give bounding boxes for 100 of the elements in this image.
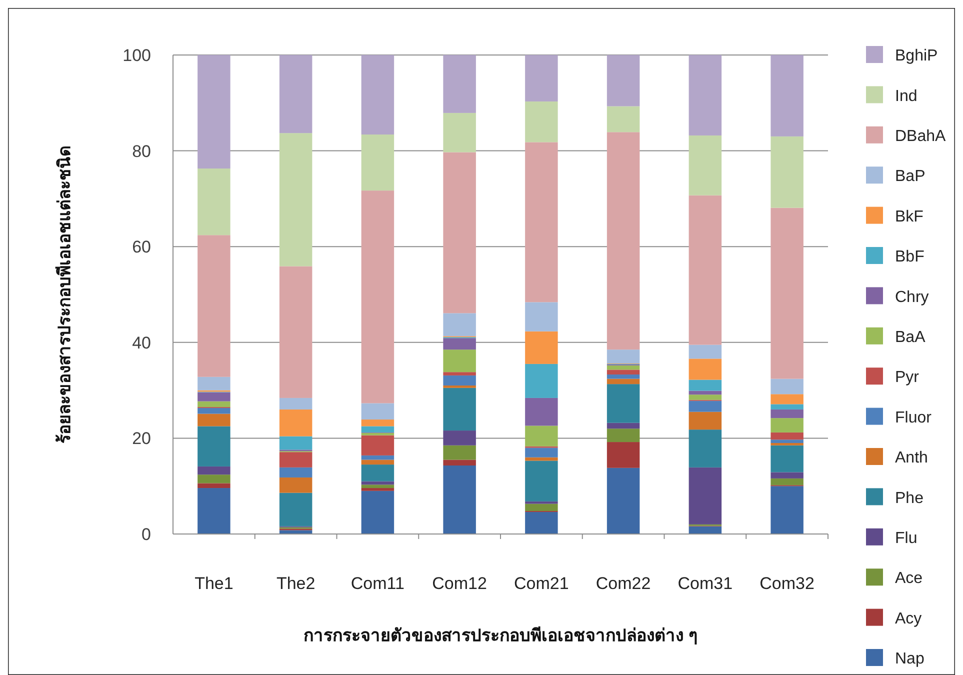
- bar: [361, 432, 394, 436]
- bar: [606, 468, 640, 534]
- bar: [198, 376, 230, 390]
- bar: [606, 106, 640, 132]
- x-axis-title: การกระจายตัวของสารประกอบพีเอเอชจากปล่องต่าง ๆ: [304, 625, 698, 645]
- legend-label: Ind: [895, 88, 918, 105]
- x-tick-label: Com31: [678, 574, 733, 593]
- bar: [688, 195, 722, 345]
- legend-label: Ace: [895, 570, 923, 588]
- y-tick-label: 40: [132, 333, 151, 352]
- bar: [606, 350, 640, 364]
- bar: [279, 398, 312, 410]
- bar: [688, 467, 722, 524]
- bar: [525, 426, 558, 446]
- bar: [361, 420, 394, 426]
- bar: [770, 394, 804, 404]
- bar: [279, 477, 312, 493]
- bar: [443, 372, 476, 376]
- bar: [525, 501, 558, 504]
- bar: [525, 460, 558, 502]
- legend-label: Flu: [895, 530, 918, 547]
- bar: [198, 408, 230, 414]
- bar: [606, 378, 640, 384]
- bar: [361, 55, 394, 135]
- x-tick-label: The1: [194, 574, 234, 593]
- bar: [361, 460, 394, 465]
- bar: [606, 365, 640, 370]
- legend-label: DBahA: [895, 128, 946, 145]
- legend-label: BaA: [895, 329, 926, 346]
- bar: [688, 380, 722, 391]
- bar: [361, 484, 394, 488]
- legend-label: Anth: [895, 450, 928, 467]
- bar: [279, 266, 312, 398]
- bar: [606, 428, 640, 442]
- bar: [770, 486, 804, 534]
- y-tick-label: 0: [142, 524, 151, 544]
- bar: [198, 55, 230, 169]
- bar: [279, 467, 312, 478]
- bar: [606, 374, 640, 379]
- bar: [606, 384, 640, 423]
- bar: [525, 457, 558, 461]
- x-tick-label: Com12: [432, 574, 487, 593]
- bar: [770, 136, 804, 208]
- bar: [279, 492, 312, 526]
- bar: [688, 412, 722, 430]
- x-tick-label: Com32: [760, 574, 814, 593]
- bar: [688, 390, 722, 395]
- legend-label: Chry: [895, 288, 929, 306]
- bar: [198, 426, 230, 466]
- bar: [443, 388, 476, 431]
- bar: [279, 452, 312, 468]
- legend-label: Phe: [895, 490, 924, 507]
- bar: [443, 152, 476, 314]
- bar: [361, 488, 394, 491]
- bar: [606, 422, 640, 429]
- bar: [443, 445, 476, 460]
- bar: [361, 464, 394, 482]
- bar: [443, 460, 476, 466]
- legend-label: BbF: [895, 248, 925, 266]
- bar: [279, 409, 312, 436]
- bar: [606, 55, 640, 106]
- legend-label: Fluor: [895, 409, 932, 426]
- bar: [361, 426, 394, 432]
- legend-label: BaP: [895, 168, 926, 186]
- x-tick-label: Com22: [596, 574, 651, 593]
- bar: [770, 440, 804, 443]
- bar: [525, 142, 558, 302]
- bar: [688, 55, 722, 136]
- bar: [443, 466, 476, 534]
- x-tick-label: Com11: [350, 574, 404, 593]
- bar: [688, 394, 722, 400]
- bar: [770, 208, 804, 379]
- bar: [770, 409, 804, 418]
- legend-label: Pyr: [895, 369, 920, 386]
- y-tick-label: 20: [132, 429, 151, 448]
- bar: [279, 55, 312, 134]
- bar: [688, 526, 722, 534]
- y-tick-label: 60: [132, 238, 151, 257]
- bar: [770, 55, 804, 136]
- bar: [198, 235, 230, 377]
- bar: [279, 436, 312, 450]
- y-tick-label: 80: [132, 142, 151, 161]
- legend-label: BkF: [895, 208, 924, 226]
- bar: [361, 190, 394, 404]
- bar: [688, 135, 722, 196]
- bar: [688, 430, 722, 468]
- bar: [688, 358, 722, 380]
- bar: [525, 448, 558, 458]
- bar: [525, 302, 558, 332]
- bar: [443, 55, 476, 113]
- bar: [525, 55, 558, 102]
- bar: [279, 530, 312, 534]
- bar: [198, 466, 230, 475]
- bar: [770, 442, 804, 446]
- y-axis-title: ร้อยละของสารประกอบพีเอเอชแต่ละชนิด: [54, 146, 74, 444]
- bar: [770, 418, 804, 432]
- legend-label: BghiP: [895, 48, 938, 65]
- bar: [443, 313, 476, 336]
- bar: [770, 404, 804, 410]
- bar: [198, 414, 230, 426]
